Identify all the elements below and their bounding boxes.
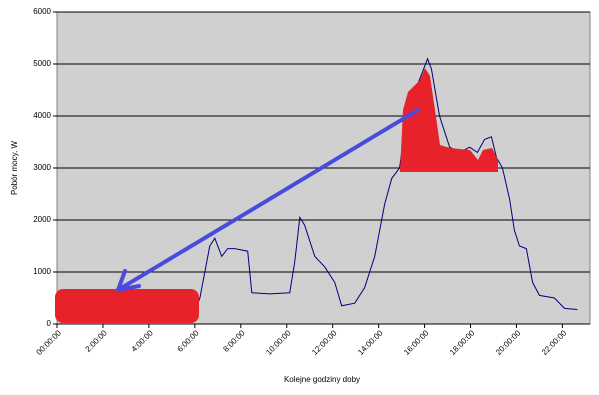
- highlight-evening: [400, 68, 498, 172]
- y-tick-label: 1000: [33, 267, 51, 276]
- grid: [53, 11, 590, 328]
- x-tick-label: 00:00:00: [35, 328, 64, 357]
- x-tick-label: 12:00:00: [310, 328, 339, 357]
- y-axis-label: Pobór mocy, W: [10, 141, 19, 196]
- y-tick-label: 5000: [33, 59, 51, 68]
- y-tick-label: 2000: [33, 215, 51, 224]
- x-tick-label: 6:00:00: [176, 328, 202, 354]
- x-tick-label: 10:00:00: [264, 328, 293, 357]
- x-tick-label: 18:00:00: [448, 328, 477, 357]
- y-tick-label: 3000: [33, 163, 51, 172]
- x-axis-label: Kolejne godziny doby: [284, 375, 360, 384]
- highlight-night: [55, 289, 199, 323]
- x-tick-label: 4:00:00: [130, 328, 156, 354]
- y-tick-label: 6000: [33, 7, 51, 16]
- x-tick-label: 20:00:00: [494, 328, 523, 357]
- x-tick-label: 14:00:00: [356, 328, 385, 357]
- arrow: [116, 108, 420, 292]
- x-tick-label: 22:00:00: [540, 328, 569, 357]
- x-tick-label: 2:00:00: [84, 328, 110, 354]
- x-tick-label: 8:00:00: [221, 328, 247, 354]
- x-tick-label: 16:00:00: [402, 328, 431, 357]
- y-tick-label: 4000: [33, 111, 51, 120]
- y-tick-label: 0: [47, 319, 52, 328]
